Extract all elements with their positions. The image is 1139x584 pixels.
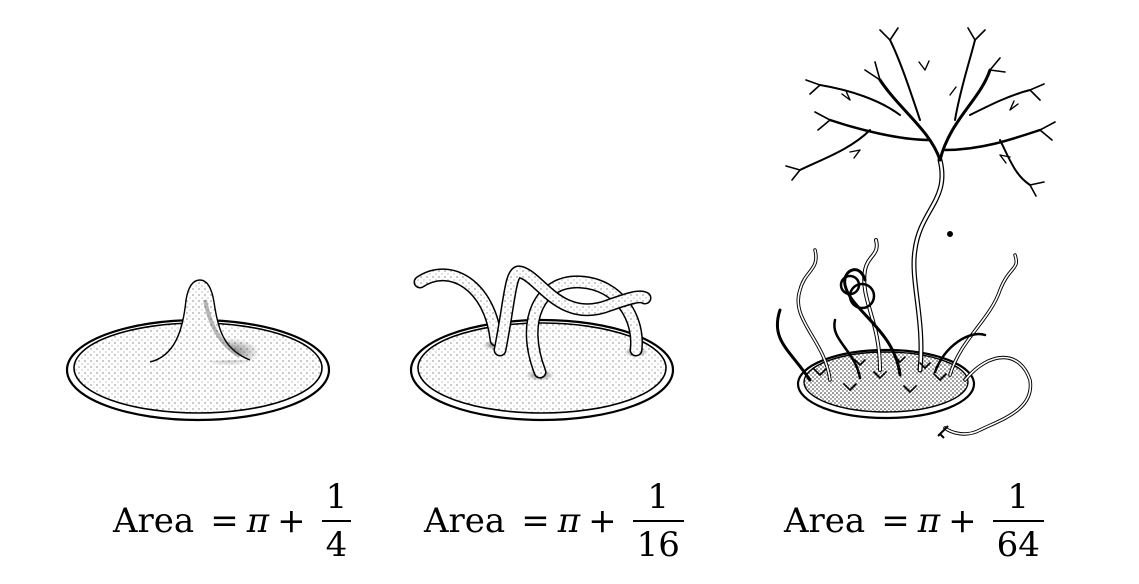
fraction-bar bbox=[992, 520, 1044, 522]
pi-symbol: π bbox=[557, 501, 581, 541]
fraction: 1 64 bbox=[992, 477, 1044, 565]
fraction: 1 16 bbox=[632, 477, 684, 565]
plus-sign: + bbox=[277, 501, 306, 541]
caption-panel-1: Area = π + 1 4 bbox=[113, 476, 352, 566]
fraction-numerator: 1 bbox=[647, 477, 670, 517]
fraction: 1 4 bbox=[321, 477, 352, 565]
fraction-numerator: 1 bbox=[325, 477, 348, 517]
disk-with-branching-tree bbox=[775, 27, 1056, 439]
area-label: Area bbox=[113, 501, 195, 541]
area-label: Area bbox=[784, 501, 866, 541]
area-label: Area bbox=[424, 501, 506, 541]
caption-panel-3: Area = π + 1 64 bbox=[784, 476, 1044, 566]
fraction-denominator: 64 bbox=[996, 525, 1040, 565]
plus-sign: + bbox=[948, 501, 977, 541]
fraction-bar bbox=[321, 520, 352, 522]
disk-with-tubes bbox=[409, 265, 675, 422]
caption-panel-2: Area = π + 1 16 bbox=[424, 476, 684, 566]
fraction-denominator: 16 bbox=[636, 525, 680, 565]
pi-symbol: π bbox=[917, 501, 941, 541]
disk-with-bump bbox=[65, 279, 331, 422]
fraction-bar bbox=[632, 520, 684, 522]
fraction-numerator: 1 bbox=[1007, 477, 1030, 517]
pi-symbol: π bbox=[246, 501, 270, 541]
equals-sign: = bbox=[881, 501, 910, 541]
equals-sign: = bbox=[210, 501, 239, 541]
equals-sign: = bbox=[521, 501, 550, 541]
fraction-denominator: 4 bbox=[325, 525, 348, 565]
plus-sign: + bbox=[588, 501, 617, 541]
